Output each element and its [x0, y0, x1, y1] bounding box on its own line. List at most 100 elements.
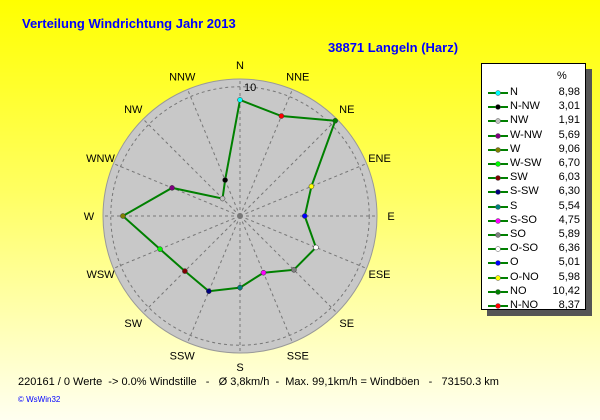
chart-title: Verteilung Windrichtung Jahr 2013 — [22, 16, 236, 31]
radar-spoke — [113, 215, 241, 269]
legend-name: NW — [510, 114, 529, 127]
axis-label-ese: ESE — [368, 269, 390, 281]
legend-name: S-SW — [510, 185, 539, 198]
data-point-w — [120, 213, 126, 219]
axis-label-sw: SW — [124, 318, 142, 330]
legend-name: SO — [510, 228, 526, 240]
radar-spoke — [239, 89, 293, 217]
legend-name: S-SO — [510, 213, 537, 226]
axis-label-n: N — [236, 60, 244, 72]
legend-item: W-NW 5,69 — [486, 129, 582, 143]
legend-value: 5,89 — [558, 228, 580, 240]
radar-spoke — [239, 215, 338, 314]
legend-value: 5,69 — [558, 128, 580, 141]
axis-label-ne: NE — [339, 104, 354, 116]
legend-value: 6,36 — [558, 242, 580, 255]
legend-marker-icon — [488, 132, 508, 139]
legend-marker-icon — [488, 260, 508, 267]
legend-item: O-SO 6,36 — [486, 242, 582, 256]
legend-item: N 8,98 — [486, 86, 582, 100]
axis-label-nne: NNE — [286, 71, 309, 83]
axis-label-nw: NW — [124, 104, 143, 116]
axis-label-w: W — [84, 211, 95, 223]
legend-header: % — [557, 70, 567, 82]
legend-item: W 9,06 — [486, 143, 582, 157]
legend-value: 9,06 — [558, 142, 580, 155]
legend-item: SO 5,89 — [486, 228, 582, 242]
legend: % N 8,98 N-NW 3,01 NW 1,91 W-NW 5,69 W 9,06 W-SW 6,… — [481, 63, 586, 313]
legend-item: S 5,54 — [486, 200, 582, 214]
chart-subtitle: 38871 Langeln (Harz) — [328, 40, 459, 55]
legend-marker-icon — [488, 246, 508, 252]
legend-marker-icon — [488, 90, 508, 96]
data-point-ssw — [206, 288, 212, 294]
data-point-s — [237, 284, 243, 291]
data-point-wnw — [169, 185, 175, 191]
axis-label-wsw: WSW — [86, 269, 115, 281]
legend-item: O 5,01 — [486, 256, 582, 270]
data-point-e — [302, 213, 308, 219]
legend-value: 5,54 — [558, 199, 580, 212]
legend-marker-icon — [488, 274, 508, 281]
radar-spoke — [239, 118, 338, 217]
data-point-nw — [219, 195, 226, 202]
axis-label-se: SE — [339, 318, 354, 330]
axis-label-sse: SSE — [287, 351, 309, 363]
legend-marker-icon — [488, 161, 508, 167]
data-point-ene — [308, 183, 315, 190]
legend-marker-icon — [488, 104, 508, 110]
legend-item: SW 6,03 — [486, 171, 582, 185]
data-point-ne — [332, 118, 338, 124]
axis-label-ssw: SSW — [170, 351, 196, 363]
legend-item: S-SO 4,75 — [486, 214, 582, 228]
legend-item: S-SW 6,30 — [486, 185, 582, 199]
radar-spoke — [142, 118, 241, 217]
legend-name: SW — [510, 171, 528, 184]
legend-marker-icon — [488, 303, 508, 309]
data-point-nnw — [222, 177, 228, 183]
axis-label-ene: ENE — [368, 153, 391, 165]
radar-spoke — [142, 215, 241, 314]
legend-item: W-SW 6,70 — [486, 157, 582, 171]
legend-item: N-NO 8,37 — [486, 299, 582, 313]
legend-marker-icon — [488, 218, 508, 224]
legend-marker-icon — [488, 118, 508, 125]
legend-name: N-NW — [510, 100, 540, 113]
legend-value: 5,98 — [558, 270, 580, 283]
legend-name: W-NW — [510, 128, 543, 141]
footer-stats: 220161 / 0 Werte -> 0.0% Windstille - Ø … — [18, 376, 499, 388]
legend-name: N-NO — [510, 299, 539, 311]
data-point-nne — [278, 113, 285, 119]
legend-value: 8,98 — [558, 86, 580, 98]
legend-value: 10,42 — [552, 284, 580, 297]
radar-spoke — [187, 89, 241, 217]
legend-value: 6,70 — [558, 157, 580, 169]
legend-item: N-NW 3,01 — [486, 100, 582, 114]
legend-name: S — [510, 199, 518, 212]
legend-value: 6,30 — [558, 185, 580, 198]
copyright: © WsWin32 — [18, 395, 61, 404]
data-point-n — [237, 97, 243, 103]
radar-spoke — [239, 163, 367, 217]
legend-marker-icon — [488, 203, 508, 210]
legend-marker-icon — [488, 189, 508, 196]
data-point-sw — [182, 268, 188, 274]
legend-value: 3,01 — [558, 100, 580, 113]
legend-item: NO 10,42 — [486, 285, 582, 299]
legend-marker-icon — [488, 232, 508, 238]
data-point-wsw — [157, 246, 163, 252]
legend-value: 1,91 — [558, 114, 580, 127]
legend-item: NW 1,91 — [486, 114, 582, 128]
radar-spoke — [239, 215, 367, 269]
legend-marker-icon — [488, 147, 508, 153]
legend-name: N — [510, 86, 518, 98]
legend-value: 4,75 — [558, 213, 580, 226]
data-point-sse — [260, 269, 267, 276]
data-point-ese — [313, 244, 319, 251]
radial-tick-label: 10 — [244, 82, 256, 94]
legend-marker-icon — [488, 289, 508, 295]
radar-spoke — [187, 215, 241, 343]
axis-label-nnw: NNW — [169, 71, 196, 83]
legend-item: O-NO 5,98 — [486, 271, 582, 285]
